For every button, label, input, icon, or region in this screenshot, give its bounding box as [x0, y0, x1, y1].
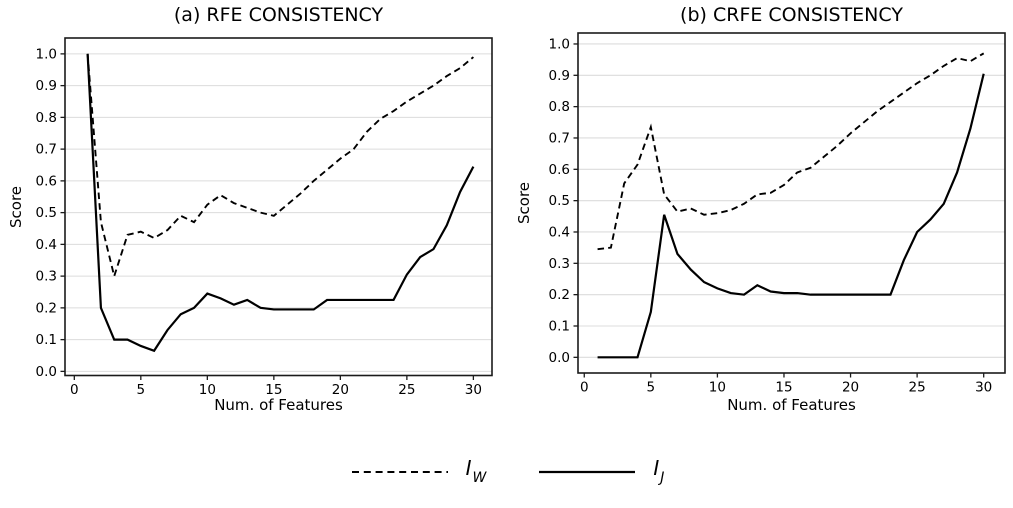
- legend-label-ij: IJ: [653, 456, 665, 486]
- chart-b-title: (b) CRFE CONSISTENCY: [680, 4, 903, 26]
- legend-solid-line-sample: [539, 470, 636, 474]
- svg-text:0.4: 0.4: [549, 224, 570, 240]
- svg-text:5: 5: [647, 380, 656, 396]
- legend-item-iw: IW: [350, 456, 486, 488]
- rfe-plot-svg: 0 5 10 15 20 25 300.00.10.20.30.40.50.60.70.80…: [36, 37, 493, 398]
- svg-text:20: 20: [332, 382, 349, 398]
- svg-text:0.8: 0.8: [549, 99, 570, 115]
- rfe-i_j-line: [86, 53, 475, 353]
- svg-text:5: 5: [137, 382, 146, 398]
- svg-text:0.2: 0.2: [36, 300, 57, 316]
- svg-text:0.6: 0.6: [36, 173, 57, 189]
- crfe-plot-svg: 0 5 10 15 20 25 300.00.10.20.30.40.50.60.70.80…: [549, 32, 1006, 396]
- legend-item-ij: IJ: [537, 456, 665, 488]
- rfe-axes-frame: [64, 37, 493, 377]
- svg-text:0.9: 0.9: [36, 78, 57, 94]
- svg-text:0: 0: [580, 380, 589, 396]
- svg-text:15: 15: [775, 380, 792, 396]
- svg-text:15: 15: [265, 382, 282, 398]
- rfe-i_w-line: [86, 53, 474, 280]
- legend-dashed-line-sample: [351, 471, 448, 473]
- rfe-y-axis: 0.0 0.1 0.2 0.3 0.4 0.5 0.6 0.7 0.8 0.9 1.0: [36, 46, 65, 380]
- crfe-axes-frame: [577, 32, 1006, 374]
- svg-text:25: 25: [909, 380, 926, 396]
- crfe-i_j-line: [597, 73, 985, 359]
- legend-label-iw: IW: [465, 456, 487, 486]
- svg-text:25: 25: [398, 382, 415, 398]
- rfe-x-axis: 0 5 10 15 20 25 30: [70, 375, 482, 398]
- crfe-gridlines: [578, 43, 1005, 358]
- chart-a-title: (a) RFE CONSISTENCY: [173, 4, 384, 26]
- svg-text:0: 0: [70, 382, 79, 398]
- svg-text:30: 30: [975, 380, 992, 396]
- svg-text:0.7: 0.7: [549, 130, 570, 146]
- svg-text:0.2: 0.2: [549, 287, 570, 303]
- svg-text:0.1: 0.1: [549, 318, 570, 334]
- svg-text:0.3: 0.3: [36, 269, 57, 285]
- svg-text:0.5: 0.5: [549, 193, 570, 209]
- chart-a-x-axis-label: Num. of Features: [214, 396, 343, 414]
- crfe-i_w-line: [597, 52, 985, 251]
- svg-text:0.0: 0.0: [36, 364, 57, 380]
- svg-text:1.0: 1.0: [36, 46, 57, 62]
- svg-text:0.1: 0.1: [36, 332, 57, 348]
- crfe-x-axis: 0 5 10 15 20 25 30: [580, 373, 992, 396]
- crfe-y-axis: 0.0 0.1 0.2 0.3 0.4 0.5 0.6 0.7 0.8 0.9 1.0: [549, 36, 578, 366]
- rfe-gridlines: [65, 53, 492, 372]
- legend: IW IJ: [0, 448, 1013, 496]
- svg-text:10: 10: [199, 382, 216, 398]
- svg-text:0.5: 0.5: [36, 205, 57, 221]
- svg-text:20: 20: [842, 380, 859, 396]
- svg-text:1.0: 1.0: [549, 36, 570, 52]
- svg-text:0.8: 0.8: [36, 110, 57, 126]
- svg-text:10: 10: [709, 380, 726, 396]
- svg-text:0.9: 0.9: [549, 68, 570, 84]
- chart-crfe-consistency: 0 5 10 15 20 25 30 0.0 0.1 0.2 0.3 0.4 0.5 0.6 0.7 0.8 0…: [507, 0, 1013, 430]
- svg-text:0.7: 0.7: [36, 142, 57, 158]
- svg-text:30: 30: [465, 382, 482, 398]
- svg-text:0.0: 0.0: [549, 350, 570, 366]
- chart-rfe-consistency: 0 5 10 15 20 25 30 0.0 0.1 0.2 0.3 0.4 0.5 0.6 0.7 0.8 0…: [0, 0, 506, 430]
- svg-text:0.3: 0.3: [549, 256, 570, 272]
- svg-text:0.4: 0.4: [36, 237, 57, 253]
- svg-text:0.6: 0.6: [549, 162, 570, 178]
- chart-b-x-axis-label: Num. of Features: [727, 396, 856, 414]
